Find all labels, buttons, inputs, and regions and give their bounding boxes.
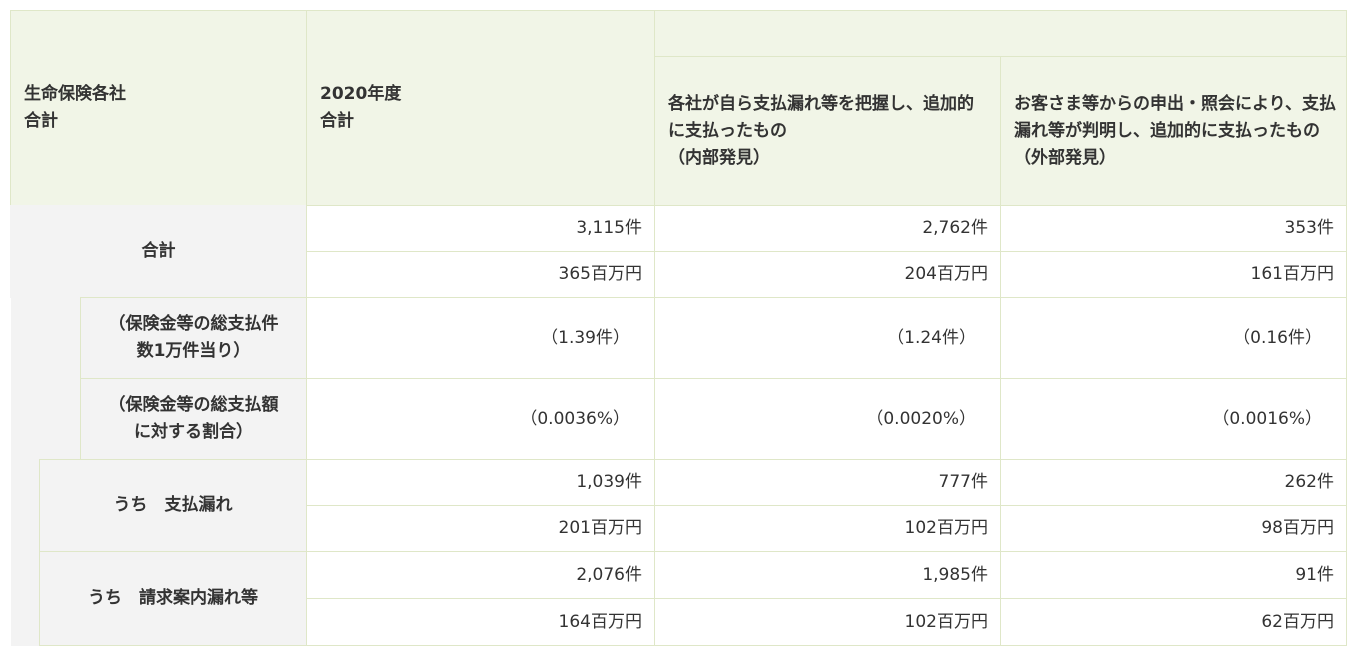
header-year-total: 2020年度 合計 [306, 10, 655, 206]
per-10k-year: （1.39件） [306, 297, 655, 379]
row-label-claim-guidance-omission: うち 請求案内漏れ等 [39, 551, 307, 646]
omission-amount-external-text: 98百万円 [1261, 518, 1334, 538]
claim-guidance-amount-external-text: 62百万円 [1261, 611, 1334, 632]
per-10k-internal-text: （1.24件） [887, 327, 976, 348]
row-label-per-10k-text: （保険金等の総支払件 数1万件当り） [108, 314, 279, 361]
claim-guidance-amount-internal: 102百万円 [654, 598, 1001, 646]
total-amount-year: 365百万円 [306, 251, 655, 298]
claim-guidance-count-year-text: 2,076件 [576, 564, 642, 585]
total-amount-internal: 204百万円 [654, 251, 1001, 298]
total-amount-year-text: 365百万円 [558, 264, 642, 284]
omission-count-external-text: 262件 [1284, 472, 1334, 492]
omission-count-external: 262件 [1000, 459, 1347, 506]
claim-guidance-amount-internal-text: 102百万円 [904, 611, 988, 632]
total-count-year-text: 3,115件 [576, 218, 642, 238]
omission-amount-year-text: 201百万円 [558, 518, 642, 538]
omission-amount-internal-text: 102百万円 [904, 518, 988, 538]
claim-guidance-count-internal: 1,985件 [654, 551, 1001, 599]
claim-guidance-amount-year: 164百万円 [306, 598, 655, 646]
claim-guidance-count-year: 2,076件 [306, 551, 655, 599]
header-company-total-text: 生命保険各社 合計 [24, 84, 126, 131]
total-count-internal-text: 2,762件 [922, 218, 988, 238]
header-internal-discovery: 各社が自ら支払漏れ等を把握し、追加的に支払ったもの （内部発見） [654, 56, 1001, 206]
total-amount-internal-text: 204百万円 [904, 264, 988, 284]
claim-guidance-count-external: 91件 [1000, 551, 1347, 599]
omission-count-year-text: 1,039件 [576, 472, 642, 492]
header-year-total-text: 2020年度 合計 [320, 84, 402, 131]
claim-guidance-count-external-text: 91件 [1295, 564, 1334, 585]
header-spacer [654, 10, 1347, 57]
row-label-total: 合計 [10, 205, 307, 298]
ratio-internal-text: （0.0020%） [866, 408, 976, 429]
omission-amount-external: 98百万円 [1000, 505, 1347, 552]
ratio-year-text: （0.0036%） [520, 408, 630, 429]
row-label-total-text: 合計 [141, 241, 176, 261]
row-label-payment-omission: うち 支払漏れ [39, 459, 307, 552]
per-10k-internal: （1.24件） [654, 297, 1001, 379]
omission-amount-year: 201百万円 [306, 505, 655, 552]
total-count-year: 3,115件 [306, 205, 655, 252]
header-external-discovery: お客さま等からの申出・照会により、支払漏れ等が判明し、追加的に支払ったもの （外… [1000, 56, 1347, 206]
header-internal-discovery-text: 各社が自ら支払漏れ等を把握し、追加的に支払ったもの （内部発見） [668, 93, 974, 168]
ratio-year: （0.0036%） [306, 378, 655, 460]
per-10k-external-text: （0.16件） [1233, 327, 1322, 348]
total-amount-external: 161百万円 [1000, 251, 1347, 298]
per-10k-year-text: （1.39件） [541, 327, 630, 348]
row-header-indent-2 [11, 460, 40, 646]
ratio-external-text: （0.0016%） [1212, 408, 1322, 429]
total-count-external: 353件 [1000, 205, 1347, 252]
row-label-ratio-text: （保険金等の総支払額 に対する割合） [108, 395, 279, 442]
omission-count-internal: 777件 [654, 459, 1001, 506]
total-count-external-text: 353件 [1284, 218, 1334, 238]
row-label-per-10k: （保険金等の総支払件 数1万件当り） [80, 297, 307, 379]
row-label-payment-omission-text: うち 支払漏れ [113, 495, 233, 515]
omission-count-internal-text: 777件 [938, 472, 988, 492]
claim-guidance-amount-external: 62百万円 [1000, 598, 1347, 646]
omission-amount-internal: 102百万円 [654, 505, 1001, 552]
omission-count-year: 1,039件 [306, 459, 655, 506]
claim-guidance-amount-year-text: 164百万円 [558, 611, 642, 632]
row-label-ratio: （保険金等の総支払額 に対する割合） [80, 378, 307, 460]
ratio-internal: （0.0020%） [654, 378, 1001, 460]
header-company-total: 生命保険各社 合計 [10, 10, 307, 206]
ratio-external: （0.0016%） [1000, 378, 1347, 460]
row-label-claim-guidance-omission-text: うち 請求案内漏れ等 [88, 588, 258, 608]
per-10k-external: （0.16件） [1000, 297, 1347, 379]
claim-guidance-count-internal-text: 1,985件 [922, 564, 988, 585]
total-amount-external-text: 161百万円 [1250, 264, 1334, 284]
total-count-internal: 2,762件 [654, 205, 1001, 252]
header-external-discovery-text: お客さま等からの申出・照会により、支払漏れ等が判明し、追加的に支払ったもの （外… [1014, 93, 1336, 168]
